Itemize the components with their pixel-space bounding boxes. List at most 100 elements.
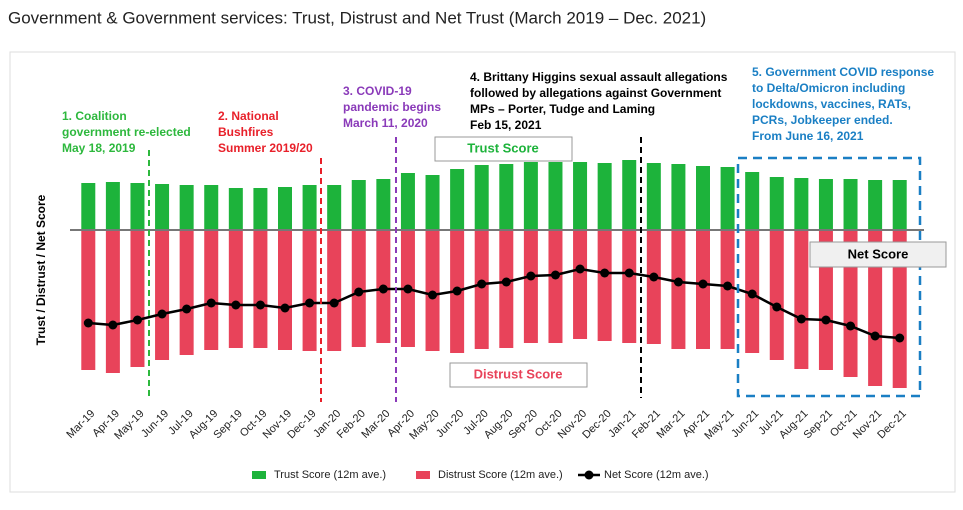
chart-frame bbox=[9, 51, 956, 493]
bar bbox=[155, 230, 170, 360]
bar bbox=[302, 185, 317, 230]
annotation: followed by allegations against Governme… bbox=[470, 86, 721, 100]
annotation: 2. National bbox=[218, 109, 279, 123]
bar bbox=[892, 180, 907, 230]
bar bbox=[351, 180, 366, 230]
line bbox=[88, 267, 900, 340]
bar bbox=[130, 230, 145, 367]
point bbox=[280, 303, 290, 313]
point bbox=[157, 309, 167, 319]
label-box bbox=[434, 136, 573, 162]
x-tick-label: Mar-19 bbox=[64, 408, 97, 441]
point bbox=[329, 298, 339, 308]
point bbox=[477, 279, 487, 289]
point bbox=[550, 270, 560, 280]
bar bbox=[204, 230, 219, 350]
point bbox=[870, 331, 880, 341]
point bbox=[723, 281, 733, 291]
point bbox=[255, 300, 265, 310]
point bbox=[501, 277, 511, 287]
x-tick-label: Jun-20 bbox=[434, 408, 466, 440]
bar bbox=[278, 187, 292, 230]
point bbox=[231, 300, 241, 310]
point bbox=[796, 314, 806, 324]
bar bbox=[622, 230, 637, 343]
bar bbox=[81, 230, 96, 370]
chart-title: Government & Government services: Trust,… bbox=[8, 8, 706, 27]
bar bbox=[646, 163, 661, 230]
point bbox=[83, 318, 93, 328]
legend-symbol bbox=[252, 471, 266, 479]
legend-label: Trust Score (12m ave.) bbox=[274, 469, 386, 481]
point bbox=[132, 315, 142, 325]
point bbox=[772, 302, 782, 312]
bar bbox=[892, 230, 907, 388]
bar bbox=[400, 173, 415, 230]
annotation: 3. COVID-19 bbox=[343, 84, 412, 98]
bar bbox=[253, 230, 268, 348]
point bbox=[673, 277, 683, 287]
bar bbox=[81, 183, 96, 230]
bar bbox=[523, 162, 538, 230]
bar bbox=[179, 185, 194, 230]
bar bbox=[720, 167, 735, 230]
bar bbox=[868, 230, 883, 386]
bar bbox=[327, 230, 342, 351]
bar bbox=[499, 164, 514, 230]
bar bbox=[179, 230, 194, 355]
bar bbox=[228, 188, 243, 230]
bar bbox=[474, 165, 489, 230]
annotations: 1. Coalition government re-elected May 18,… bbox=[62, 65, 934, 155]
bar bbox=[499, 230, 514, 348]
bar bbox=[278, 230, 292, 350]
x-tick-label: Jun-21 bbox=[729, 408, 761, 440]
point bbox=[526, 271, 536, 281]
point bbox=[452, 286, 462, 296]
bar bbox=[671, 230, 686, 349]
point bbox=[624, 268, 634, 278]
annotation: Bushfires bbox=[218, 125, 274, 139]
bar bbox=[425, 175, 440, 230]
bar bbox=[696, 230, 710, 349]
point bbox=[378, 284, 388, 294]
bar bbox=[794, 230, 809, 369]
label-box bbox=[449, 362, 588, 388]
bar bbox=[327, 185, 342, 230]
bar bbox=[769, 177, 784, 230]
bar bbox=[228, 230, 243, 348]
bar bbox=[105, 230, 120, 373]
bar bbox=[130, 183, 145, 230]
legend-symbol bbox=[584, 470, 594, 480]
point bbox=[600, 268, 610, 278]
point bbox=[354, 287, 364, 297]
point bbox=[108, 320, 118, 330]
point bbox=[182, 304, 192, 314]
bar bbox=[548, 162, 563, 230]
annotation: PCRs, Jobkeeper ended. bbox=[752, 113, 893, 127]
point bbox=[575, 264, 585, 274]
bar bbox=[523, 230, 538, 343]
bar bbox=[597, 163, 612, 230]
bar bbox=[253, 188, 268, 230]
point bbox=[305, 298, 315, 308]
annotation: 5. Government COVID response bbox=[752, 65, 934, 79]
point bbox=[428, 290, 438, 300]
event-box bbox=[736, 156, 922, 398]
annotation: May 18, 2019 bbox=[62, 141, 136, 155]
annotation: Feb 15, 2021 bbox=[470, 118, 542, 132]
bar bbox=[474, 230, 489, 349]
annotation: 4. Brittany Higgins sexual assault alleg… bbox=[470, 70, 728, 84]
bar bbox=[843, 179, 858, 230]
bar bbox=[745, 172, 760, 230]
label-box bbox=[809, 241, 947, 268]
legend-label: Distrust Score (12m ave.) bbox=[438, 469, 563, 481]
y-axis-label: Trust / Distrust / Net Score bbox=[34, 194, 48, 345]
bar bbox=[573, 230, 588, 339]
annotation: MPs – Porter, Tudge and Laming bbox=[470, 102, 655, 116]
legend-symbol bbox=[416, 471, 430, 479]
bar bbox=[105, 182, 120, 230]
legend: Trust Score (12m ave.) Distrust Score (12… bbox=[252, 469, 709, 481]
annotation: lockdowns, vaccines, RATs, bbox=[752, 97, 911, 111]
